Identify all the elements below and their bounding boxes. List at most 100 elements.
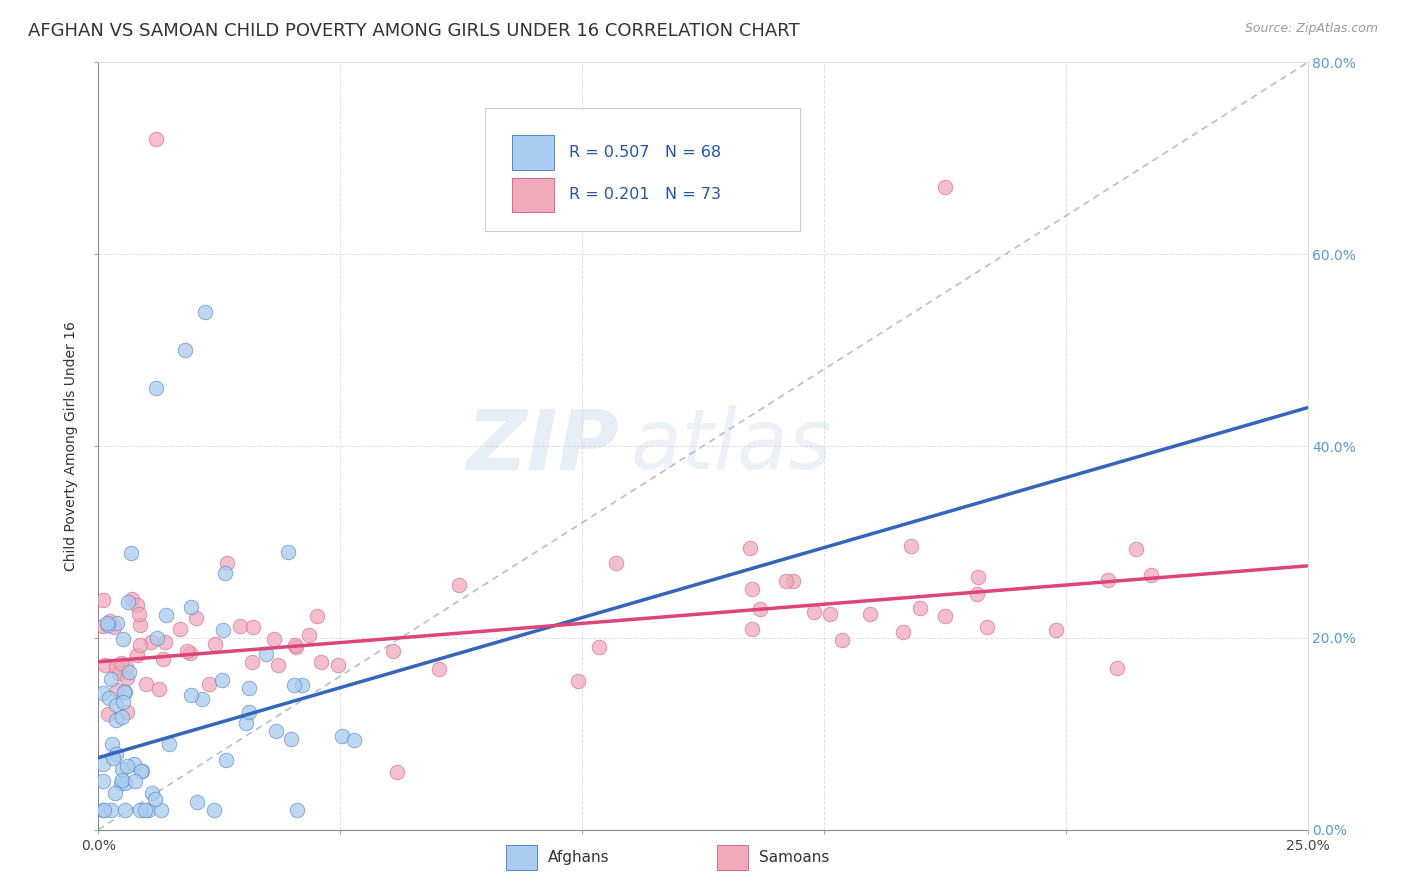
Point bbox=[115, 759, 138, 773]
Text: AFGHAN VS SAMOAN CHILD POVERTY AMONG GIRLS UNDER 16 CORRELATION CHART: AFGHAN VS SAMOAN CHILD POVERTY AMONG GIR… bbox=[28, 22, 800, 40]
Y-axis label: Child Poverty Among Girls Under 16: Child Poverty Among Girls Under 16 bbox=[65, 321, 79, 571]
Point bbox=[1045, 623, 1067, 637]
Point bbox=[120, 546, 142, 560]
Point bbox=[309, 655, 332, 669]
Point bbox=[93, 804, 115, 818]
Point bbox=[155, 607, 177, 622]
Point bbox=[748, 601, 770, 615]
Bar bbox=[512, 136, 554, 169]
Text: Samoans: Samoans bbox=[759, 850, 830, 864]
Point bbox=[254, 647, 277, 661]
Point bbox=[96, 616, 118, 631]
Point bbox=[738, 541, 761, 556]
Point bbox=[121, 592, 143, 607]
Point bbox=[150, 804, 173, 818]
Point bbox=[967, 570, 990, 584]
Point bbox=[111, 773, 134, 788]
Point bbox=[179, 646, 201, 660]
Point bbox=[285, 640, 308, 654]
Bar bbox=[512, 178, 554, 212]
Point bbox=[125, 599, 148, 613]
Point bbox=[105, 615, 128, 630]
Point bbox=[111, 710, 134, 724]
Point bbox=[112, 685, 135, 699]
Point bbox=[235, 716, 257, 731]
Point bbox=[605, 557, 627, 571]
Point bbox=[128, 617, 150, 632]
Point bbox=[136, 804, 159, 818]
Point bbox=[114, 776, 136, 790]
Point bbox=[111, 695, 134, 709]
Point bbox=[1140, 568, 1163, 582]
Point bbox=[118, 665, 141, 679]
Point bbox=[143, 792, 166, 806]
Point bbox=[124, 773, 146, 788]
Point bbox=[267, 658, 290, 673]
Point bbox=[122, 757, 145, 772]
Point bbox=[305, 609, 328, 624]
Point bbox=[191, 692, 214, 706]
Point bbox=[157, 737, 180, 751]
Point bbox=[277, 545, 299, 559]
Point bbox=[114, 685, 136, 699]
Text: R = 0.201   N = 73: R = 0.201 N = 73 bbox=[569, 187, 721, 202]
Point bbox=[97, 706, 120, 721]
Point bbox=[775, 574, 797, 588]
Point bbox=[176, 644, 198, 658]
Point bbox=[934, 180, 956, 194]
Point bbox=[264, 724, 287, 739]
Point bbox=[818, 607, 841, 621]
Point bbox=[101, 751, 124, 765]
Point bbox=[117, 595, 139, 609]
Point bbox=[803, 606, 825, 620]
Point bbox=[381, 643, 404, 657]
Point bbox=[129, 638, 152, 652]
Point bbox=[215, 753, 238, 767]
Point bbox=[105, 682, 128, 697]
Point bbox=[194, 305, 217, 319]
Point bbox=[215, 556, 238, 570]
Point bbox=[782, 574, 804, 588]
Point bbox=[934, 609, 956, 624]
Point bbox=[229, 619, 252, 633]
Point bbox=[908, 600, 931, 615]
Point bbox=[343, 732, 366, 747]
Point bbox=[115, 672, 138, 686]
Point bbox=[298, 628, 321, 642]
Point bbox=[148, 681, 170, 696]
Point bbox=[285, 804, 308, 818]
Point bbox=[1107, 661, 1129, 675]
Point bbox=[180, 599, 202, 614]
Point bbox=[134, 804, 156, 818]
Point bbox=[184, 610, 207, 624]
Point bbox=[385, 765, 408, 780]
Point bbox=[891, 625, 914, 640]
Point bbox=[169, 623, 191, 637]
Point bbox=[326, 658, 349, 673]
Point bbox=[741, 582, 763, 596]
Point bbox=[115, 705, 138, 719]
Point bbox=[291, 678, 314, 692]
Text: Afghans: Afghans bbox=[548, 850, 610, 864]
Point bbox=[174, 343, 197, 358]
Point bbox=[214, 566, 236, 580]
Point bbox=[449, 577, 471, 591]
Point bbox=[976, 620, 998, 634]
Point bbox=[110, 776, 132, 790]
Point bbox=[238, 681, 260, 695]
Point bbox=[129, 764, 152, 778]
Point bbox=[139, 634, 162, 648]
Point bbox=[284, 638, 307, 652]
Point bbox=[263, 632, 285, 646]
Point bbox=[145, 132, 167, 146]
Point bbox=[100, 672, 122, 686]
Text: Source: ZipAtlas.com: Source: ZipAtlas.com bbox=[1244, 22, 1378, 36]
Point bbox=[128, 804, 150, 818]
Point bbox=[152, 652, 174, 666]
Point bbox=[100, 738, 122, 752]
Point bbox=[105, 747, 128, 761]
Point bbox=[115, 659, 138, 673]
Point bbox=[859, 607, 882, 621]
Point bbox=[280, 731, 302, 746]
Point bbox=[427, 662, 450, 676]
